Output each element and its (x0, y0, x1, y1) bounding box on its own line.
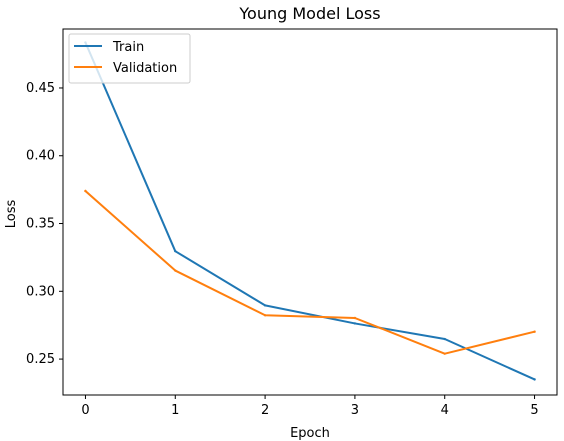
series-point-train (443, 337, 446, 341)
series-point-train (353, 322, 357, 325)
series-point-validation (443, 352, 446, 355)
series-point-validation (263, 314, 267, 317)
x-axis-ticks: 0 1 2 3 4 5 (81, 395, 539, 418)
legend: Train Validation (68, 33, 191, 84)
x-axis-label: Epoch (290, 426, 330, 441)
y-tick-label: 0.45 (26, 81, 55, 96)
y-axis-label: Loss (4, 200, 19, 229)
series-point-validation (174, 269, 177, 272)
plot-frame (62, 28, 558, 396)
series-point-validation (533, 330, 536, 333)
series-point-train (533, 378, 536, 381)
y-tick-label: 0.35 (26, 217, 55, 232)
x-tick-label: 3 (351, 403, 359, 418)
series-line-validation (84, 189, 536, 355)
x-tick-label: 4 (441, 403, 449, 418)
x-tick-label: 0 (81, 403, 89, 418)
x-tick-label: 2 (261, 403, 269, 418)
chart-title: Young Model Loss (238, 4, 380, 23)
x-tick-label: 1 (171, 403, 179, 418)
y-tick-label: 0.30 (26, 284, 55, 299)
series-point-validation (353, 316, 357, 320)
y-tick-label: 0.40 (26, 149, 55, 164)
series-point-validation (84, 189, 87, 193)
legend-label-train: Train (112, 40, 144, 55)
series-line-train (84, 41, 536, 381)
legend-label-validation: Validation (113, 61, 177, 76)
series-point-train (263, 304, 267, 307)
y-tick-label: 0.25 (26, 352, 55, 367)
series-point-train (174, 249, 177, 253)
y-axis-ticks: 0.25 0.30 0.35 0.40 0.45 (26, 81, 63, 367)
series-layer (84, 41, 536, 381)
x-tick-label: 5 (530, 403, 538, 418)
